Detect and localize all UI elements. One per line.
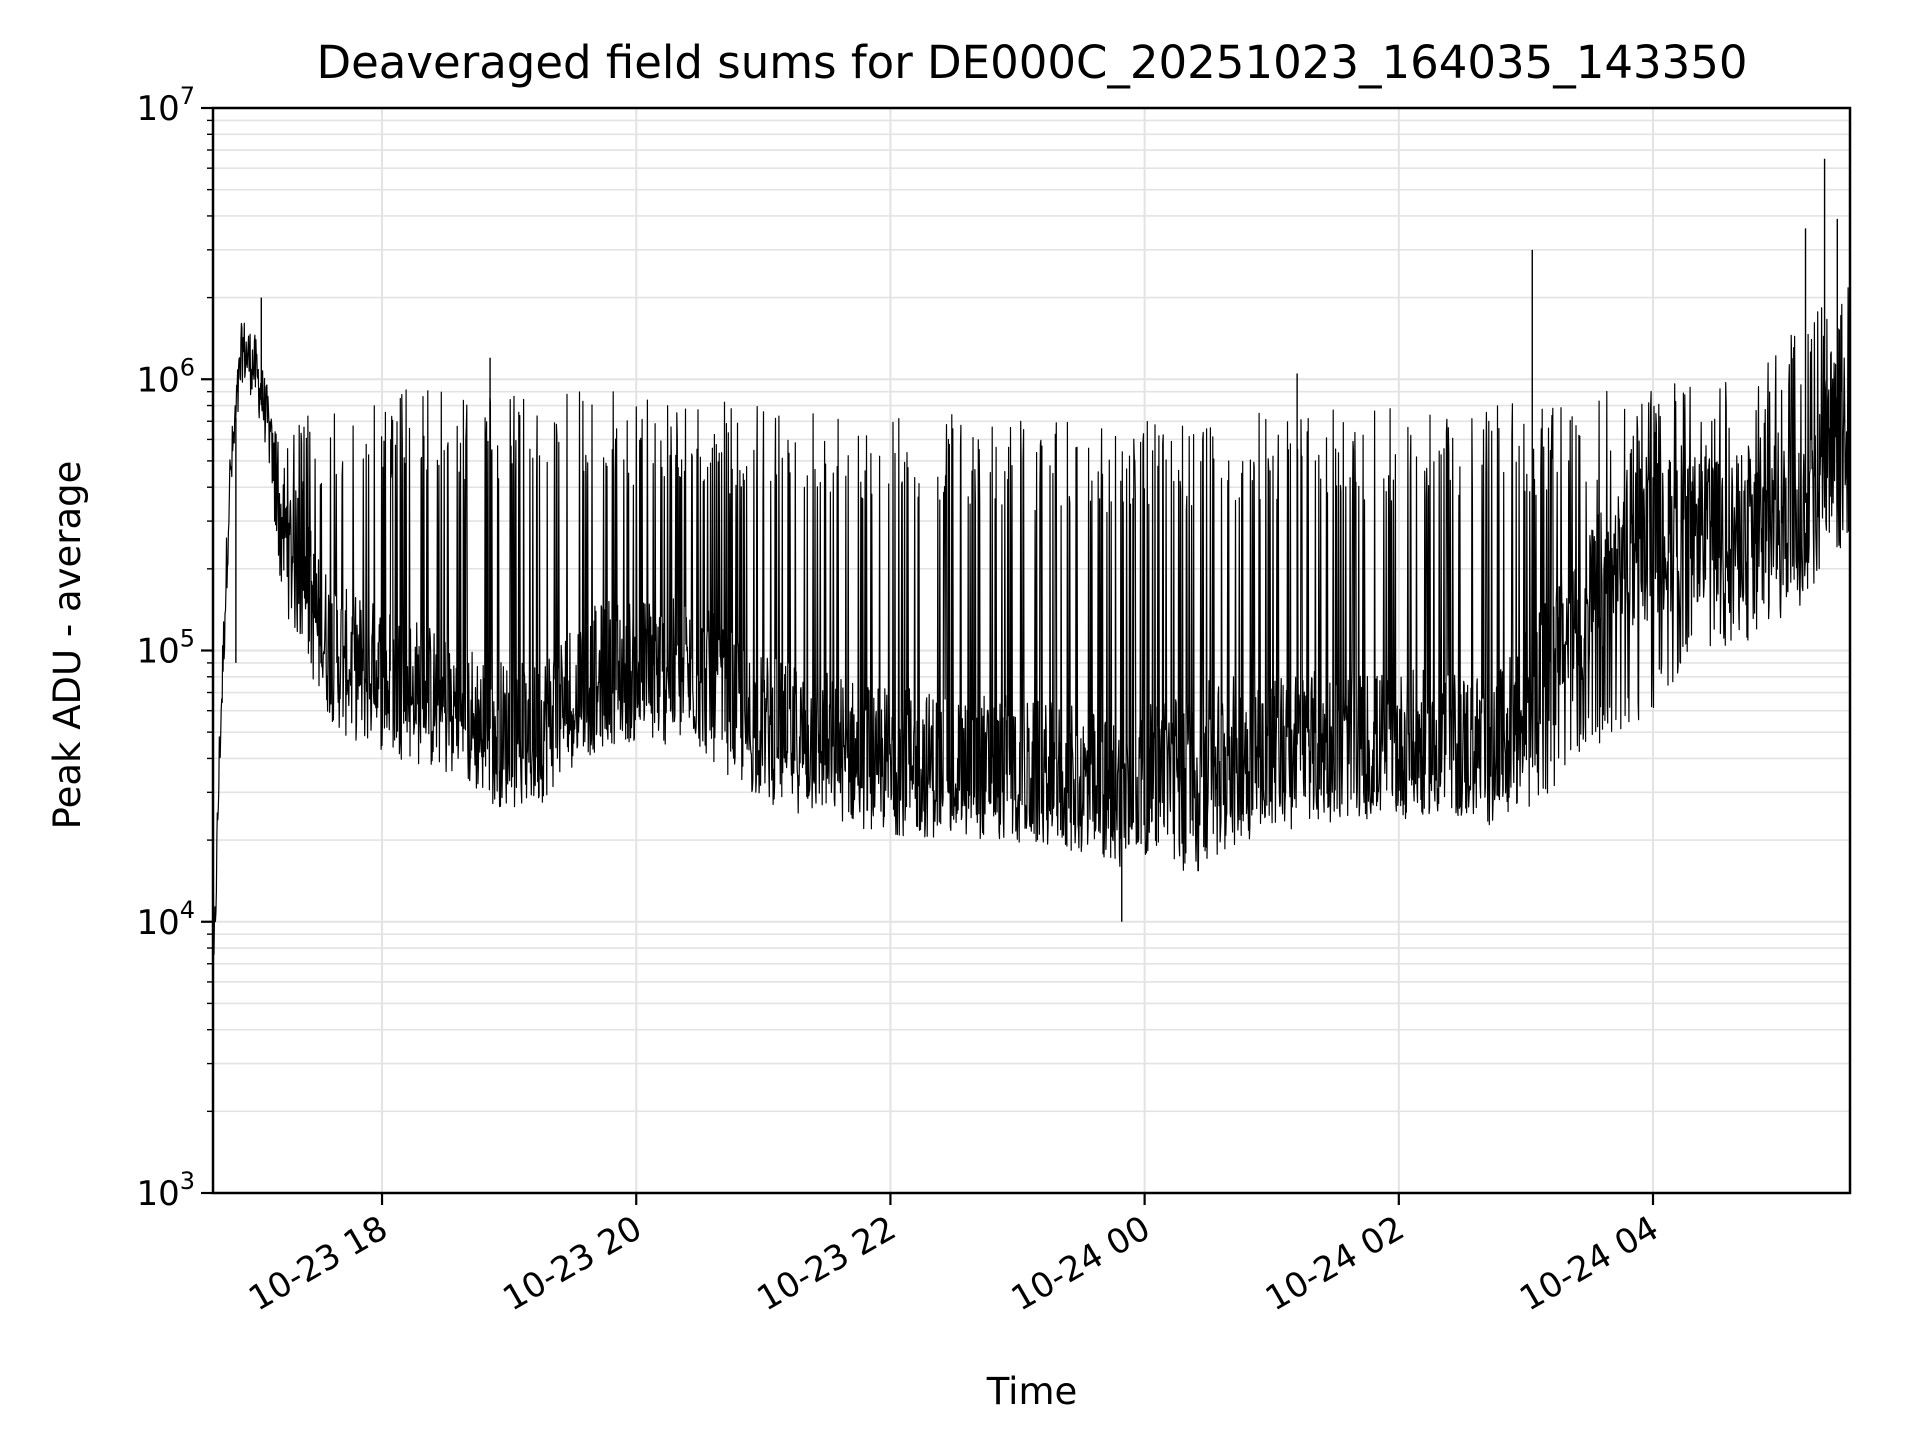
y-tick-label: 105 [136,625,195,672]
y-tick-label: 106 [136,353,195,400]
x-tick-label: 10-23 22 [751,1208,903,1319]
y-axis-label: Peak ADU - average [46,461,89,830]
x-tick-label: 10-23 18 [242,1208,394,1319]
y-tick-label: 103 [136,1167,195,1214]
x-axis-label: Time [986,1370,1078,1413]
chart-title: Deaveraged field sums for DE000C_2025102… [316,36,1747,89]
series-peak-adu [212,158,1851,1017]
y-axis: 103 104 105 106 107 [136,82,213,1214]
x-axis: 10-23 18 10-23 20 10-23 22 10-24 00 10-24 02… [242,1193,1666,1319]
series-line [212,287,1851,1017]
y-tick-label: 104 [136,896,195,943]
x-tick-label: 10-23 20 [496,1208,648,1319]
x-tick-label: 10-24 02 [1259,1208,1411,1319]
y-tick-label: 107 [136,82,195,129]
x-tick-label: 10-24 00 [1005,1208,1157,1319]
x-tick-label: 10-24 04 [1513,1208,1665,1319]
